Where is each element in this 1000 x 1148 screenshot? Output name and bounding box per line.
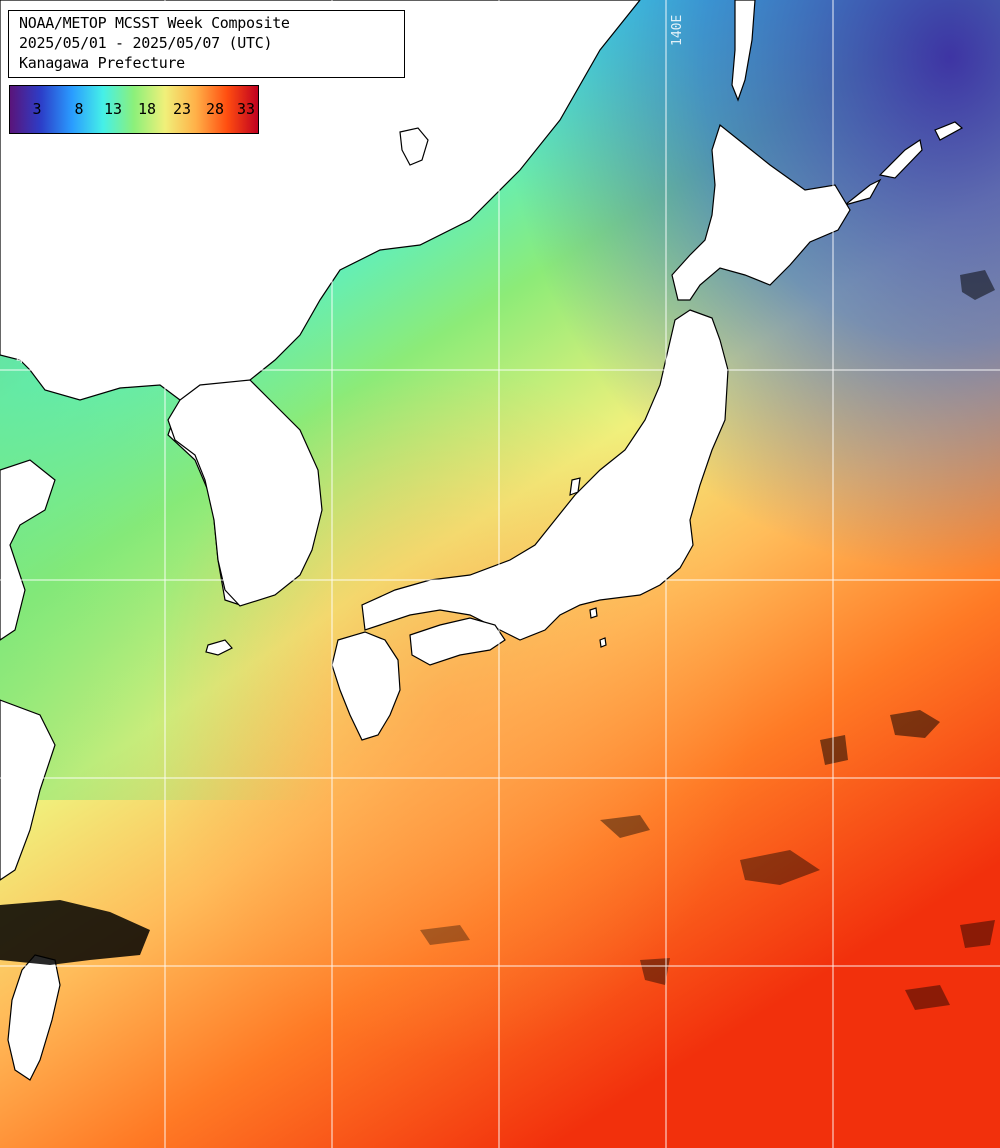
cloud-mask-patches — [0, 270, 995, 1010]
scale-tick-label: 23 — [172, 100, 192, 118]
land-izu-2 — [599, 637, 607, 648]
land-taiwan — [7, 954, 61, 1081]
longitude-label: 140E — [670, 14, 685, 46]
land-china-coast — [0, 459, 56, 641]
land-kuril-1 — [934, 121, 964, 141]
land-sakhalin — [731, 0, 756, 102]
scale-tick-label: 3 — [32, 100, 42, 118]
color-scale-ticks: 3 8 13 18 23 28 33 — [10, 86, 258, 133]
color-scale-legend: 3 8 13 18 23 28 33 — [9, 85, 259, 134]
date-range: 2025/05/01 - 2025/05/07 (UTC) — [19, 34, 273, 52]
map-title-box: NOAA/METOP MCSST Week Composite 2025/05/… — [8, 10, 405, 78]
scale-tick-label: 13 — [103, 100, 123, 118]
scale-tick-label: 18 — [137, 100, 157, 118]
land-hokkaido — [671, 123, 851, 301]
region-name: Kanagawa Prefecture — [19, 54, 185, 72]
land-honshu — [361, 309, 729, 641]
map-title: NOAA/METOP MCSST Week Composite — [19, 14, 290, 32]
land-ulleung — [399, 127, 429, 166]
land-korea — [167, 379, 323, 607]
scale-tick-label: 8 — [74, 100, 84, 118]
land-china-east — [0, 699, 56, 881]
land-shikoku — [409, 617, 506, 666]
land-sado — [569, 477, 581, 496]
land-kuril-2 — [878, 139, 923, 179]
color-scale-gradient — [10, 86, 258, 133]
scale-tick-label: 33 — [236, 100, 256, 118]
latitude-label: 40N — [16, 352, 40, 367]
land-izu-1 — [589, 607, 598, 619]
scale-tick-label: 28 — [205, 100, 225, 118]
land-jeju — [205, 639, 233, 656]
land-kuril-3 — [844, 178, 882, 206]
land — [0, 0, 964, 1081]
land-kyushu — [331, 631, 401, 741]
